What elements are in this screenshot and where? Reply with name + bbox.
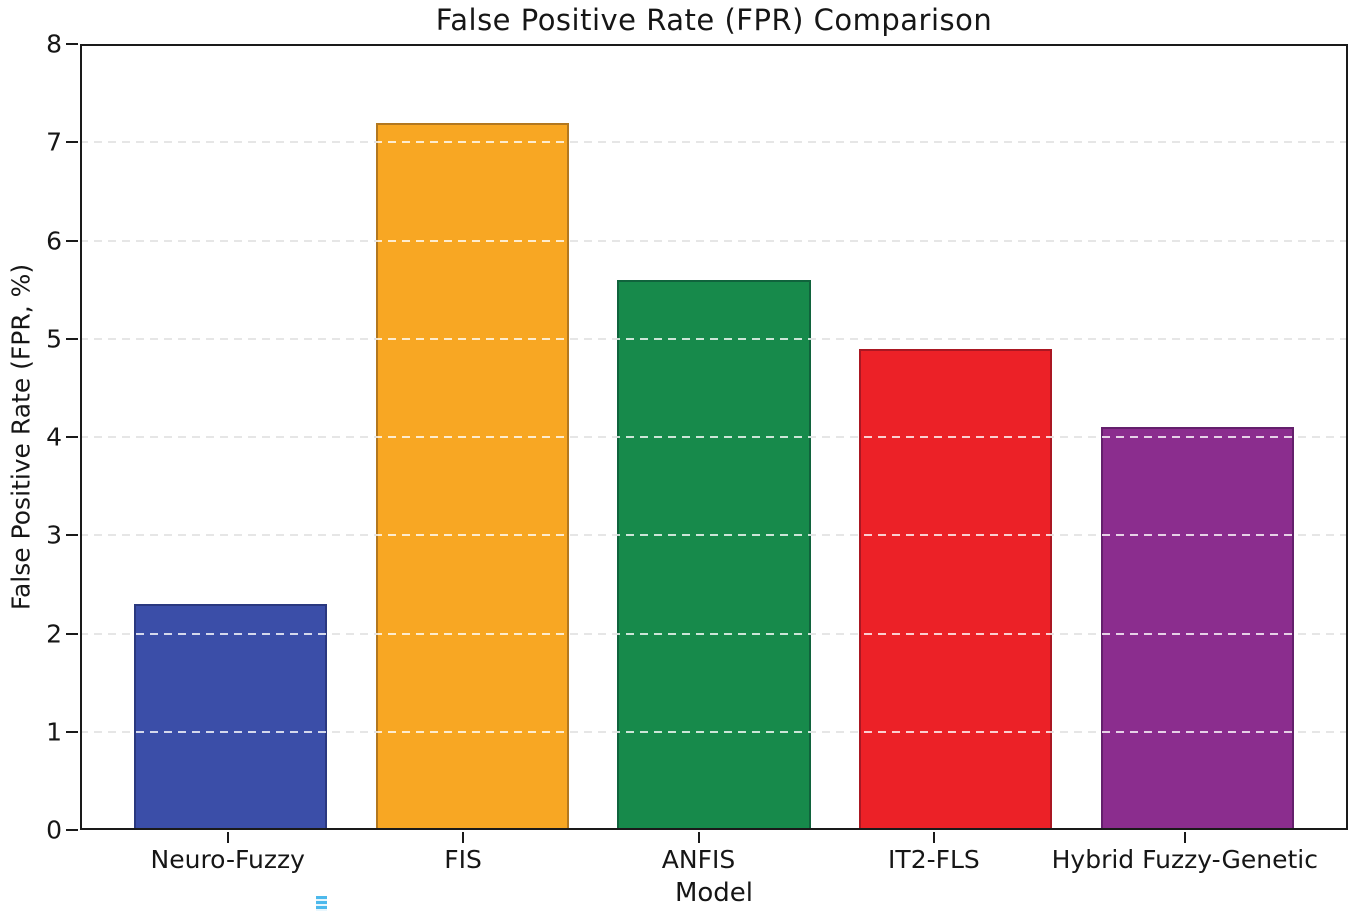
bar-slot: [110, 44, 352, 830]
y-ticklabel-8: 8: [46, 29, 62, 59]
x-tickmark: [226, 832, 229, 843]
y-ticklabel-1: 1: [46, 717, 62, 747]
y-tickmark-1: [66, 730, 78, 733]
bar-slot: [1076, 44, 1318, 830]
y-tickmark-4: [66, 436, 78, 438]
x-tick-cell: Hybrid Fuzzy-Genetic: [1052, 832, 1318, 874]
x-tickmark: [1183, 832, 1186, 843]
y-ticklabel-4: 4: [46, 422, 62, 452]
y-axis-label: False Positive Rate (FPR, %): [6, 263, 36, 611]
x-ticklabel-it2-fls: IT2-FLS: [888, 845, 980, 874]
bar-it2-fls: [858, 348, 1053, 830]
chart-title: False Positive Rate (FPR) Comparison: [435, 3, 993, 37]
y-tickmark-2: [66, 632, 78, 635]
y-tickmark-7: [66, 141, 78, 144]
x-axis-label: Model: [674, 878, 754, 908]
x-tick-cell: FIS: [345, 832, 580, 874]
x-ticklabel-hybrid-fuzzy-genetic: Hybrid Fuzzy-Genetic: [1051, 845, 1318, 874]
x-tick-cell: ANFIS: [581, 832, 816, 874]
bar-slot: [835, 44, 1077, 830]
x-tickmark: [932, 832, 935, 843]
y-ticklabel-7: 7: [46, 127, 62, 157]
x-tick-cell: IT2-FLS: [816, 832, 1051, 874]
y-tickmark-3: [66, 534, 78, 537]
bar-slot: [593, 44, 835, 830]
y-tickmark-5: [66, 337, 78, 340]
plot-area: [80, 44, 1348, 830]
bar-slot: [352, 44, 594, 830]
y-tickmark-8: [66, 43, 78, 45]
x-axis-ticks: Neuro-Fuzzy FIS ANFIS IT2-FLS Hybrid Fuzzy-G…: [80, 832, 1348, 874]
y-ticklabel-6: 6: [46, 226, 62, 255]
bars-container: [80, 44, 1348, 830]
chart-title-wrap: False Positive Rate (FPR) Comparison: [80, 0, 1348, 40]
y-ticklabel-2: 2: [46, 619, 62, 648]
bar-neuro-fuzzy: [134, 604, 328, 830]
mini-stripes-artifact: [316, 896, 327, 911]
y-ticklabel-5: 5: [46, 324, 62, 354]
x-tickmark: [697, 832, 700, 843]
bar-fis: [375, 122, 570, 830]
bar-anfis: [617, 279, 811, 830]
y-ticklabel-0: 0: [46, 815, 62, 845]
x-tickmark: [462, 832, 465, 843]
y-ticklabel-3: 3: [46, 520, 62, 550]
x-ticklabel-anfis: ANFIS: [661, 845, 736, 874]
x-ticklabel-neuro-fuzzy: Neuro-Fuzzy: [150, 845, 305, 874]
x-ticklabel-fis: FIS: [444, 845, 482, 874]
y-tickmark-6: [66, 239, 78, 242]
bar-hybrid-fuzzy-genetic: [1100, 427, 1294, 830]
x-tick-cell: Neuro-Fuzzy: [110, 832, 345, 874]
y-tickmark-0: [66, 829, 78, 831]
